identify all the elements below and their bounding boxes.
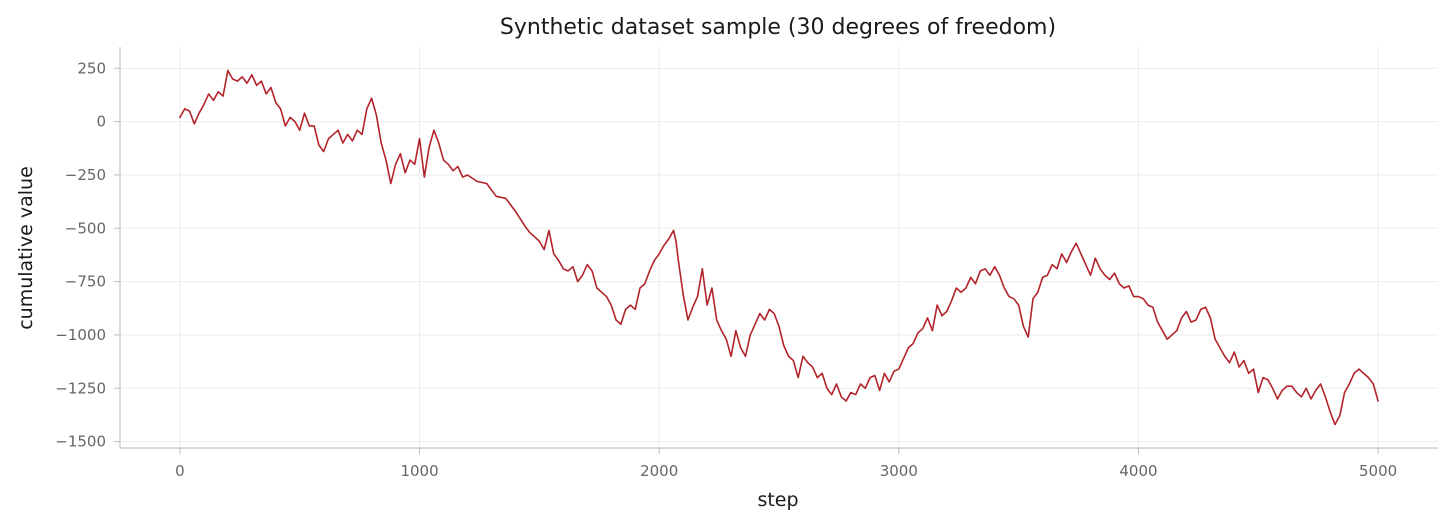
y-tick-label: 0	[96, 113, 106, 131]
x-tick-label: 4000	[1119, 462, 1157, 480]
series-line	[179, 69, 1379, 426]
x-axis-ticks: 0 1000 2000 3000 4000 5000	[175, 448, 1397, 480]
y-tick-label: −1000	[55, 326, 106, 344]
x-tick-label: 5000	[1359, 462, 1397, 480]
y-axis-label: cumulative value	[15, 166, 37, 330]
y-tick-label: −1250	[55, 379, 106, 397]
grid	[120, 47, 1438, 448]
x-tick-label: 1000	[400, 462, 438, 480]
x-axis-label: step	[757, 489, 798, 511]
y-axis-ticks: 250 0 −250 −500 −750 −1000 −1250 −1500	[55, 59, 120, 451]
x-tick-label: 0	[175, 462, 185, 480]
y-tick-label: −250	[65, 166, 106, 184]
x-tick-label: 3000	[880, 462, 918, 480]
y-tick-label: −500	[65, 219, 106, 237]
x-tick-label: 2000	[640, 462, 678, 480]
y-tick-label: −1500	[55, 433, 106, 451]
series-layer	[179, 69, 1379, 426]
axes	[119, 47, 1438, 449]
y-tick-label: −750	[65, 273, 106, 291]
chart-title: Synthetic dataset sample (30 degrees of …	[500, 15, 1056, 40]
y-tick-label: 250	[77, 59, 106, 77]
